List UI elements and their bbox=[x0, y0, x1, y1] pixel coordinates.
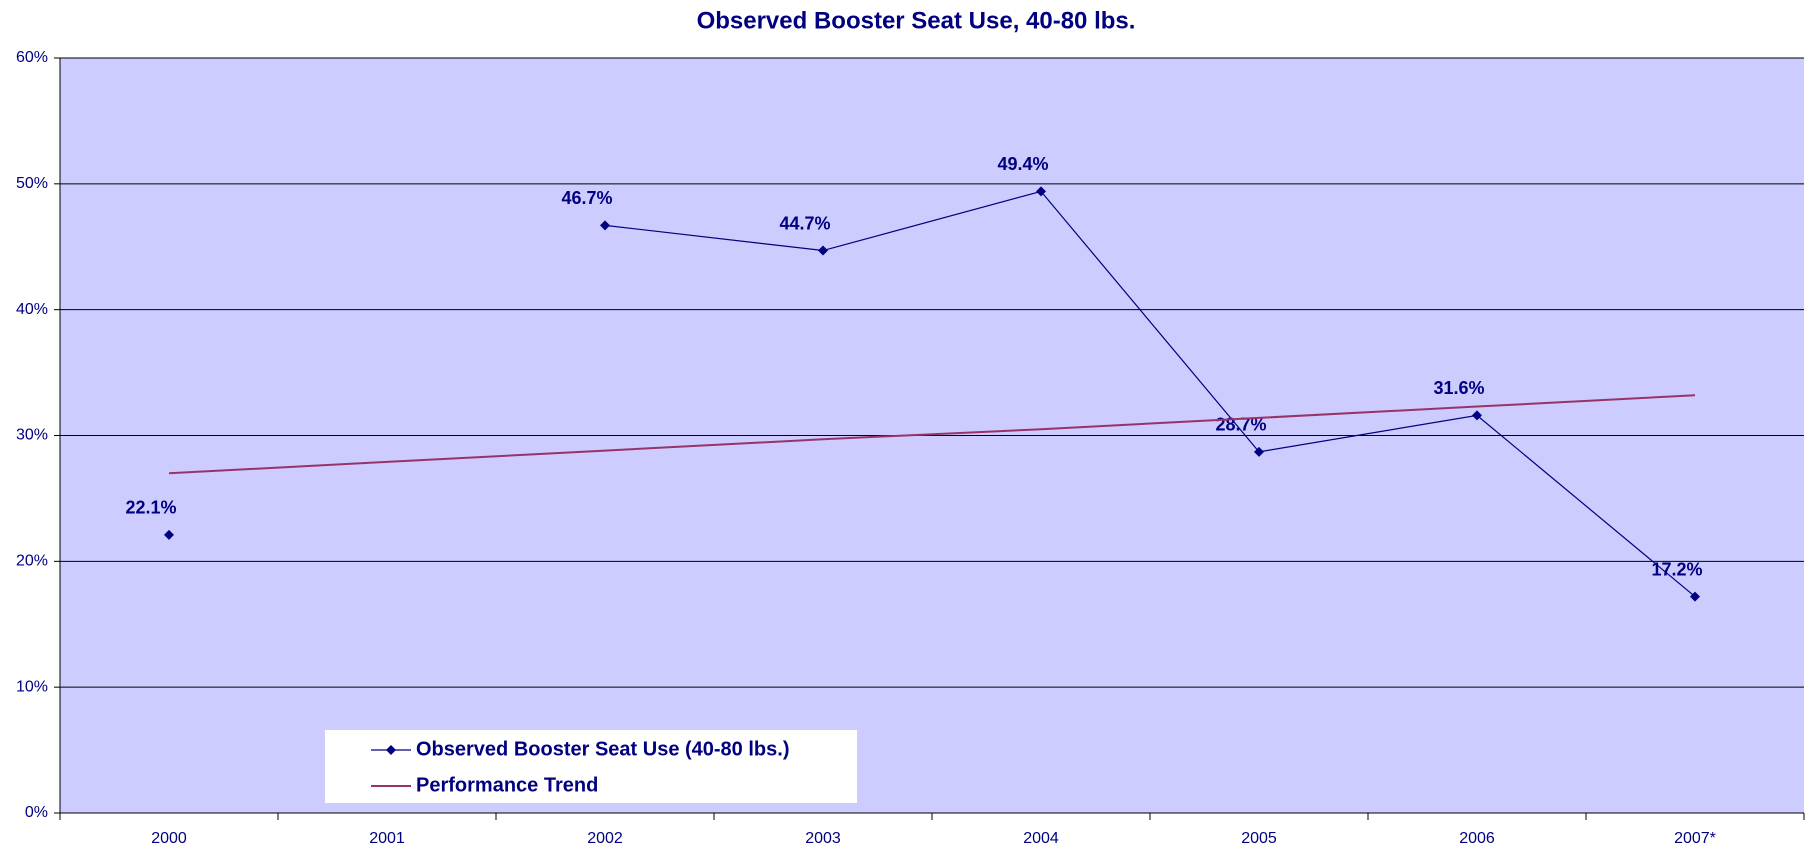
y-tick-label: 50% bbox=[16, 175, 48, 192]
data-label: 49.4% bbox=[997, 154, 1048, 174]
data-label: 44.7% bbox=[779, 213, 830, 233]
chart-title: Observed Booster Seat Use, 40-80 lbs. bbox=[697, 7, 1136, 34]
legend-box bbox=[325, 730, 857, 803]
marker bbox=[600, 220, 610, 231]
legend-label: Performance Trend bbox=[416, 774, 598, 796]
x-tick-label: 2005 bbox=[1241, 830, 1277, 847]
marker bbox=[164, 529, 174, 540]
y-tick-label: 40% bbox=[16, 301, 48, 318]
data-label: 17.2% bbox=[1651, 559, 1702, 579]
marker bbox=[1254, 446, 1264, 457]
y-tick-label: 10% bbox=[16, 678, 48, 695]
marker bbox=[1690, 591, 1700, 602]
marker bbox=[818, 245, 828, 256]
marker bbox=[1472, 410, 1482, 421]
data-label: 46.7% bbox=[561, 188, 612, 208]
data-label: 22.1% bbox=[125, 498, 176, 518]
x-tick-label: 2001 bbox=[369, 830, 405, 847]
x-tick-label: 2000 bbox=[151, 830, 187, 847]
x-tick-label: 2003 bbox=[805, 830, 841, 847]
y-tick-label: 60% bbox=[16, 49, 48, 66]
legend-marker bbox=[386, 745, 396, 755]
marker bbox=[1036, 186, 1046, 197]
data-label: 31.6% bbox=[1433, 378, 1484, 398]
x-tick-label: 2006 bbox=[1459, 830, 1495, 847]
y-tick-label: 30% bbox=[16, 427, 48, 444]
series-line bbox=[168, 394, 1696, 475]
x-tick-label: 2002 bbox=[587, 830, 623, 847]
legend-label: Observed Booster Seat Use (40-80 lbs.) bbox=[416, 738, 789, 760]
y-tick-label: 0% bbox=[25, 804, 48, 821]
x-tick-label: 2007* bbox=[1674, 830, 1716, 847]
series-line bbox=[604, 190, 1696, 598]
x-tick-label: 2004 bbox=[1023, 830, 1059, 847]
y-tick-label: 20% bbox=[16, 553, 48, 570]
